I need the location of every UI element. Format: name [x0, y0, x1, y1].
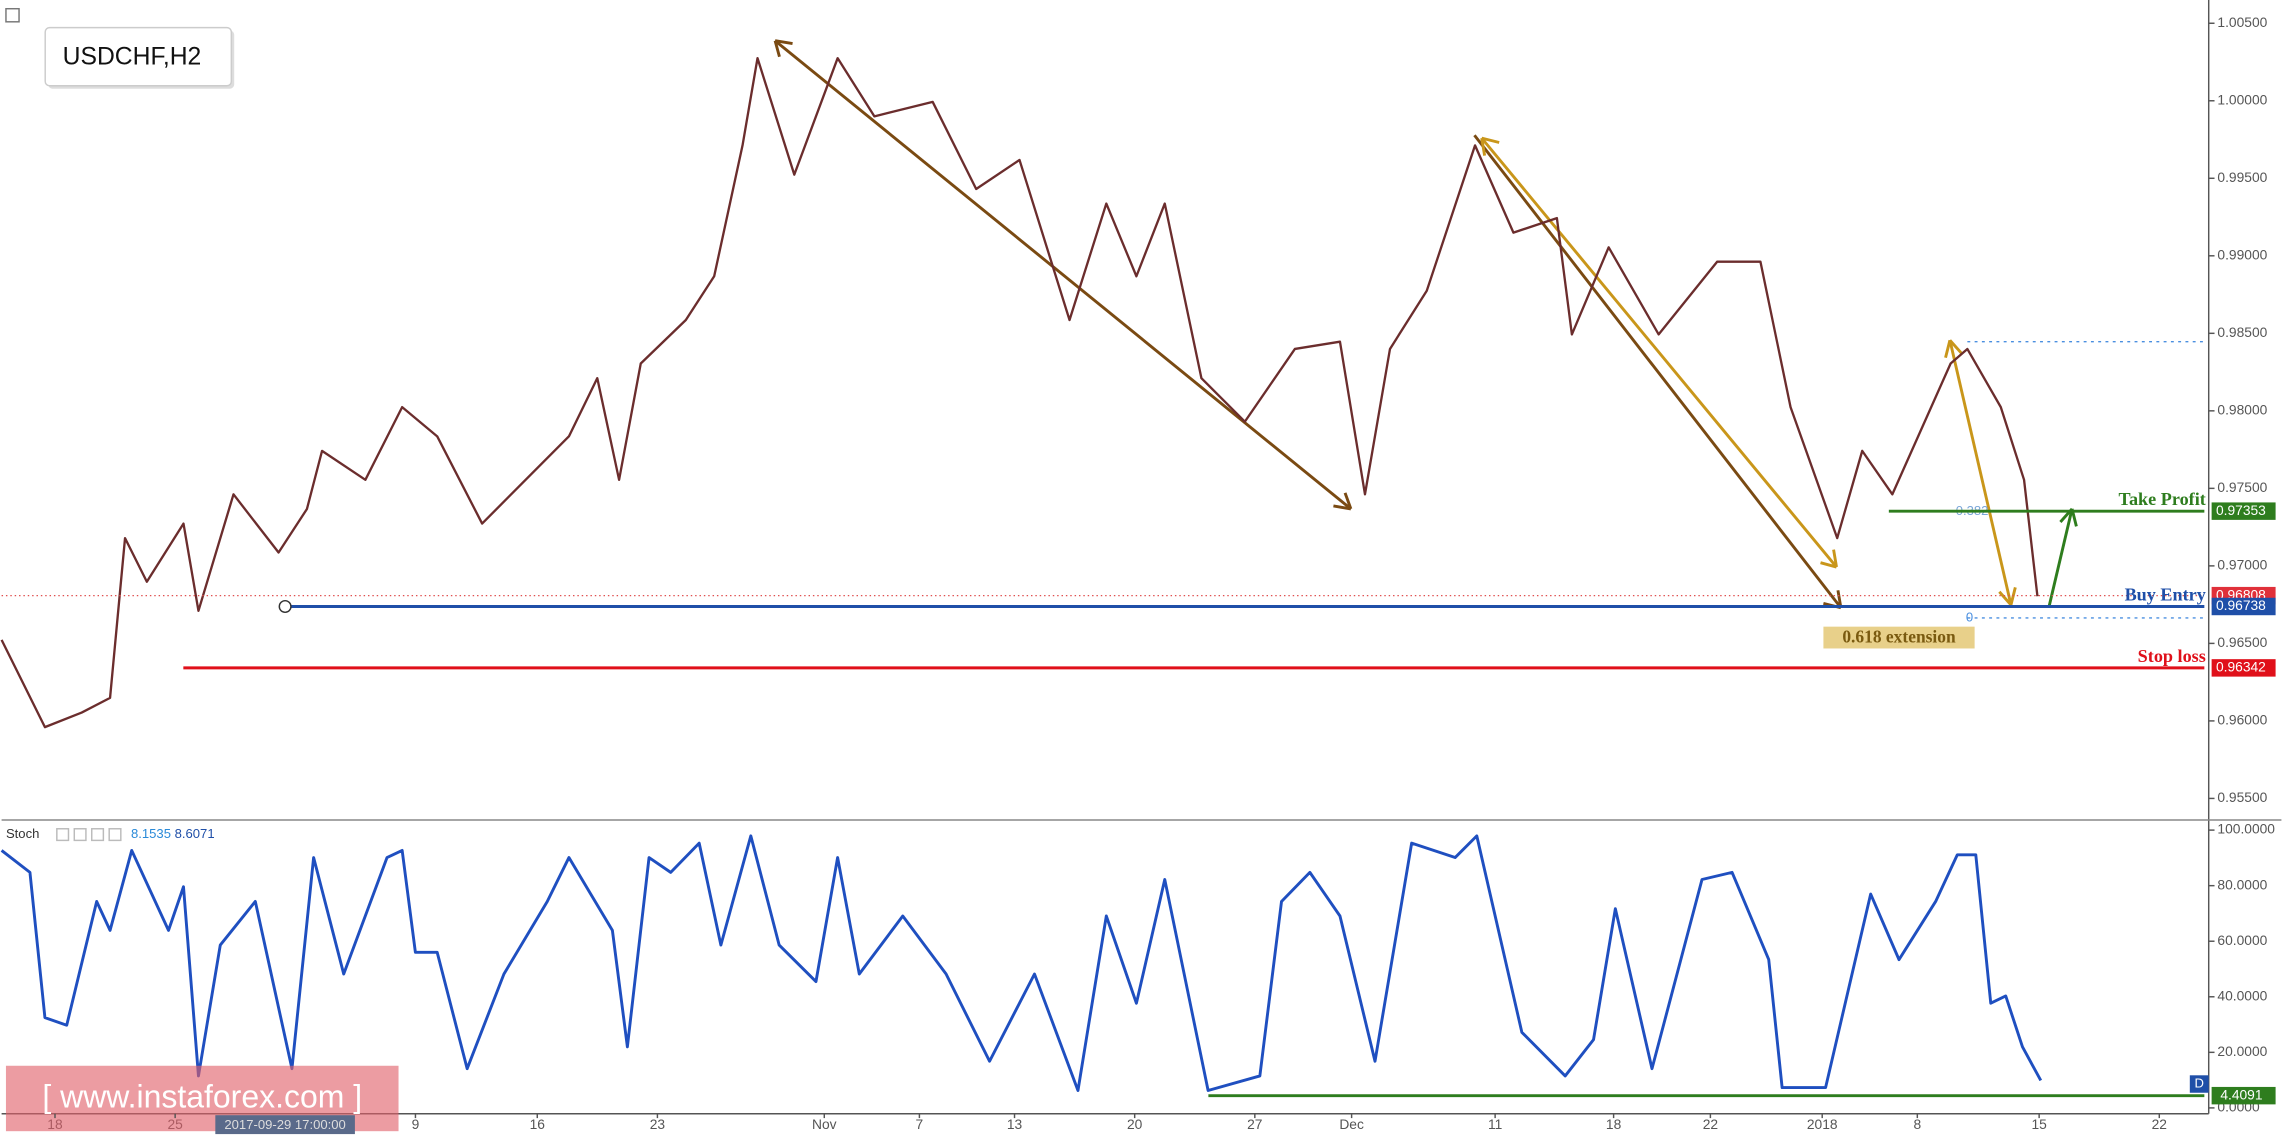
x-tick-label: 18	[1606, 1116, 1622, 1132]
x-tick-label: 22	[1703, 1116, 1718, 1132]
price-tag-label: 0.96738	[2216, 597, 2266, 613]
level-label: Buy Entry	[2125, 584, 2206, 604]
arrow	[1948, 339, 2013, 606]
y-tick-label: 0.96000	[2217, 712, 2267, 728]
y-tick-label: 80.0000	[2217, 876, 2267, 892]
arrow	[2047, 508, 2074, 609]
fib-label: 0	[1966, 609, 1973, 624]
price-line	[0, 56, 2039, 729]
price-tag-label: 0.97353	[2216, 502, 2266, 518]
x-tick-label: 13	[1007, 1116, 1023, 1132]
y-tick-label: 0.98500	[2217, 324, 2267, 340]
y-tick-label: 20.0000	[2217, 1043, 2267, 1059]
x-tick-label: 20	[1127, 1116, 1143, 1132]
x-tick-label: 8	[1913, 1116, 1921, 1132]
y-tick-label: 100.0000	[2217, 821, 2275, 837]
price-tag	[2211, 502, 2276, 520]
y-tick-label: 0.97500	[2217, 479, 2267, 495]
watermark-text: [ www.instaforex.com ]	[42, 1079, 362, 1115]
y-tick-label: 0.95500	[2217, 789, 2267, 805]
y-tick-label: 0.96500	[2217, 634, 2267, 650]
arrowhead	[1944, 339, 2017, 606]
crosshair-time-box	[215, 1115, 355, 1135]
y-tick-label: 0.99500	[2217, 169, 2267, 185]
arrowhead	[1480, 136, 1838, 569]
x-tick-label: 27	[1247, 1116, 1262, 1132]
price-tag-label: 0.96342	[2216, 659, 2266, 675]
flag-label: D	[2195, 1075, 2204, 1090]
price-tag	[2211, 597, 2276, 616]
y-tick-label: 1.00000	[2217, 91, 2267, 107]
watermark: [ www.instaforex.com ]	[5, 1065, 399, 1132]
y-tick-label: 40.0000	[2217, 987, 2267, 1003]
crosshair-time: 2017-09-29 17:00:00	[224, 1117, 345, 1132]
readout: 8.6071	[175, 826, 215, 841]
arrow	[774, 39, 1352, 511]
indicator-name: Stoch	[6, 826, 39, 841]
icon[interactable]	[56, 828, 70, 842]
x-tick-label: 9	[412, 1116, 420, 1132]
price-tag	[2211, 659, 2276, 677]
level-label: Take Profit	[2119, 489, 2206, 509]
readout: 8.1535	[131, 826, 171, 841]
arrowhead	[773, 39, 1353, 511]
flag-box	[2189, 1075, 2209, 1093]
title-frame	[44, 26, 233, 87]
price-tag	[2211, 1086, 2276, 1105]
x-tick-label: 22	[2152, 1116, 2167, 1132]
y-tick-label: 1.00500	[2217, 14, 2267, 30]
y-tick-label: 0.97000	[2217, 557, 2267, 573]
x-tick-label: Dec	[1339, 1116, 1364, 1132]
collapse-icon[interactable]	[5, 7, 20, 23]
chart-title: USDCHF,H2	[63, 44, 202, 71]
x-tick-label: 11	[1488, 1116, 1502, 1132]
annotation: 0.618 extension	[1842, 626, 1956, 646]
y-tick-label: 60.0000	[2217, 932, 2267, 948]
entry-marker	[278, 599, 292, 614]
y-tick-label: 0.99000	[2217, 246, 2267, 262]
x-tick-label: 16	[530, 1116, 546, 1132]
level-label: Stop loss	[2138, 646, 2206, 666]
arrow	[1473, 134, 1843, 609]
x-tick-label: Nov	[812, 1116, 837, 1132]
stoch-line	[0, 834, 2043, 1092]
x-tick-label: 23	[650, 1116, 666, 1132]
indicator-icons	[56, 828, 122, 842]
x-tick-label: 2018	[1807, 1116, 1838, 1132]
title-box: USDCHF,H2	[44, 26, 235, 89]
x-tick-label: 7	[916, 1116, 924, 1132]
y-tick-label: 0.98000	[2217, 401, 2267, 417]
icon[interactable]	[91, 828, 105, 842]
arrow	[1480, 137, 1838, 568]
icon[interactable]	[108, 828, 122, 842]
price-tag-label: 4.4091	[2220, 1086, 2262, 1102]
annotation-box	[1823, 626, 1975, 649]
x-tick-label: 15	[2031, 1116, 2047, 1132]
icon[interactable]	[73, 828, 87, 842]
